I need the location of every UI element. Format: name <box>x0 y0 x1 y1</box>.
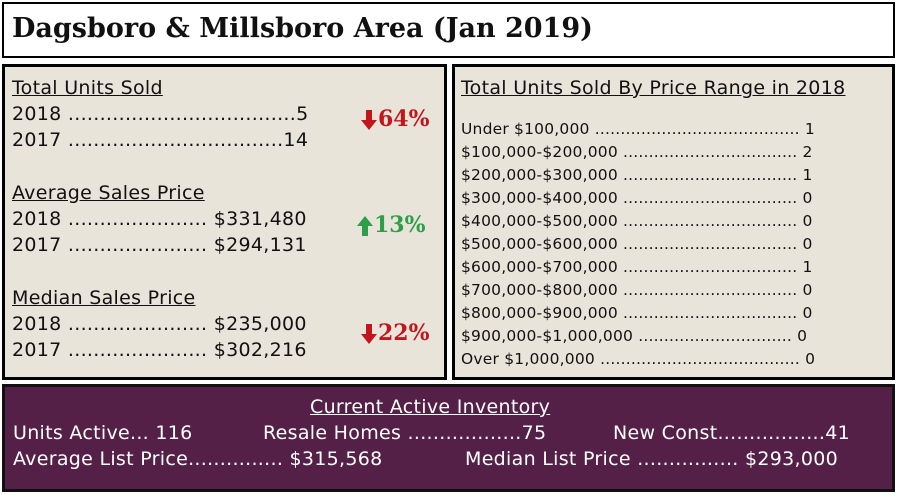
avg-price-heading: Average Sales Price <box>12 182 205 204</box>
median-list-price: Median List Price ................ $293,… <box>465 448 839 470</box>
price-range-row: Under $100,000 .........................… <box>461 120 815 138</box>
price-range-heading: Total Units Sold By Price Range in 2018 <box>461 77 846 99</box>
resale-homes: Resale Homes ..................75 <box>263 422 547 444</box>
avg-price-2018: 2018 ...................... $331,480 <box>12 208 307 230</box>
inventory-panel: Current Active Inventory Units Active...… <box>2 384 895 492</box>
total-units-change: 64% <box>361 107 430 131</box>
arrow-down-icon <box>361 324 377 344</box>
average-list-price: Average List Price............... $315,5… <box>13 448 383 470</box>
median-price-change: 22% <box>361 321 430 345</box>
new-construction: New Const.................41 <box>613 422 851 444</box>
total-units-2017: 2017 ..................................1… <box>12 129 309 151</box>
price-range-row: $700,000-$800,000 ......................… <box>461 281 813 299</box>
median-price-change-value: 22% <box>378 320 430 346</box>
avg-price-change-value: 13% <box>374 212 426 238</box>
arrow-up-icon <box>357 216 373 236</box>
price-range-panel: Total Units Sold By Price Range in 2018 … <box>452 64 895 380</box>
avg-price-change: 13% <box>357 213 426 237</box>
median-price-heading: Median Sales Price <box>12 287 196 309</box>
price-range-row: $300,000-$400,000 ......................… <box>461 189 813 207</box>
price-range-row: $400,000-$500,000 ......................… <box>461 212 813 230</box>
page-title: Dagsboro & Millsboro Area (Jan 2019) <box>12 13 593 44</box>
price-range-row: $200,000-$300,000 ......................… <box>461 166 813 184</box>
price-range-row: $800,000-$900,000 ......................… <box>461 304 813 322</box>
price-range-row: $600,000-$700,000 ......................… <box>461 258 813 276</box>
price-range-row: Over $1,000,000 ........................… <box>461 350 816 368</box>
inventory-heading: Current Active Inventory <box>310 396 551 418</box>
arrow-down-icon <box>361 110 377 130</box>
total-units-heading: Total Units Sold <box>12 77 163 99</box>
price-range-row: $100,000-$200,000 ......................… <box>461 143 813 161</box>
title-box: Dagsboro & Millsboro Area (Jan 2019) <box>2 2 895 58</box>
median-price-2018: 2018 ...................... $235,000 <box>12 313 307 335</box>
avg-price-2017: 2017 ...................... $294,131 <box>12 234 307 256</box>
total-units-2018: 2018 ...................................… <box>12 103 309 125</box>
median-price-2017: 2017 ...................... $302,216 <box>12 339 307 361</box>
total-units-change-value: 64% <box>378 106 430 132</box>
price-range-row: $900,000-$1,000,000 ....................… <box>461 327 808 345</box>
sales-summary-panel: Total Units Sold 2018 ..................… <box>2 64 447 380</box>
units-active: Units Active... 116 <box>13 422 193 444</box>
price-range-row: $500,000-$600,000 ......................… <box>461 235 813 253</box>
